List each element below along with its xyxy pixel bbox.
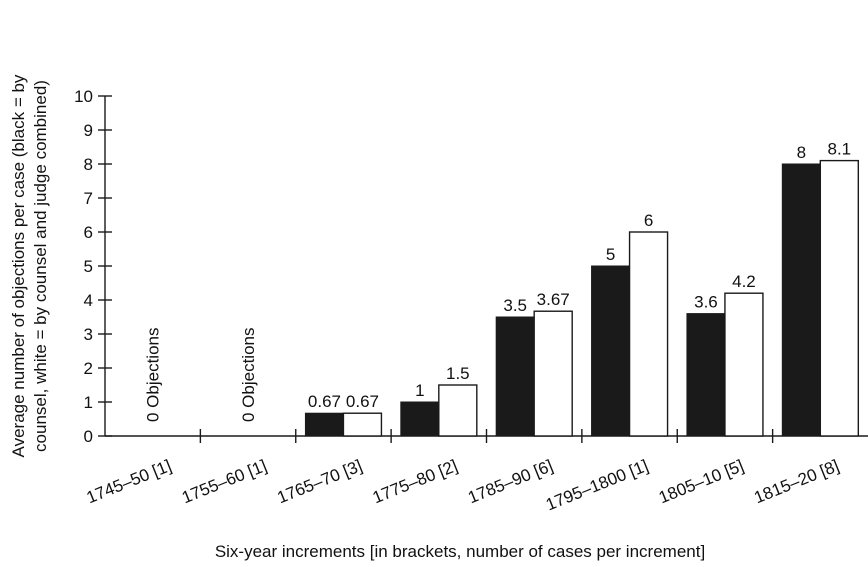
bar-counsel-and-judge	[628, 231, 669, 437]
y-tick-label: 10	[74, 87, 93, 106]
y-tick-label: 8	[84, 155, 93, 174]
bar-value-label: 1.5	[446, 364, 470, 383]
bar-value-label: 6	[644, 211, 653, 230]
y-axis-title-line-2: counsel, white = by counsel and judge co…	[31, 80, 50, 452]
bar-value-label: 8.1	[827, 140, 851, 159]
bar-counsel-and-judge	[342, 412, 383, 437]
bar-counsel	[495, 316, 535, 437]
bar-value-label: 4.2	[732, 272, 756, 291]
bar-counsel	[686, 313, 726, 437]
bar-value-label: 5	[606, 245, 615, 264]
bar-counsel	[591, 265, 631, 437]
bar-value-label: 3.5	[503, 296, 527, 315]
bar-value-label: 3.6	[694, 293, 718, 312]
bar-counsel	[304, 412, 344, 437]
y-axis-title-line-1: Average number of objections per case (b…	[9, 74, 28, 457]
y-ticks: 0 1 2 3 4 5 6 7 8 9 10	[74, 87, 112, 446]
y-tick-label: 4	[84, 291, 93, 310]
y-tick-label: 5	[84, 257, 93, 276]
x-category-label: 1775–80 [2]	[370, 456, 460, 507]
bar-counsel-and-judge	[533, 310, 573, 437]
x-category-label: 1745–50 [1]	[84, 456, 174, 507]
bar-value-label: 3.67	[537, 290, 570, 309]
bar-counsel-and-judge	[724, 292, 764, 437]
x-axis-title: Six-year increments [in brackets, number…	[215, 542, 705, 561]
bar-value-label: 8	[797, 143, 806, 162]
bar-counsel-and-judge	[819, 159, 860, 437]
y-tick-label: 9	[84, 121, 93, 140]
y-tick-label: 0	[84, 427, 93, 446]
x-category-label: 1795–1800 [1]	[543, 456, 651, 514]
y-tick-label: 2	[84, 359, 93, 378]
bars	[304, 159, 860, 437]
y-axis-title: Average number of objections per case (b…	[9, 74, 50, 457]
x-category-label: 1805–10 [5]	[656, 456, 746, 507]
y-tick-label: 3	[84, 325, 93, 344]
y-tick-label: 7	[84, 189, 93, 208]
zero-objections-annotation: 0 Objections	[239, 328, 258, 423]
x-category-label: 1755–60 [1]	[179, 456, 269, 507]
y-tick-label: 1	[84, 393, 93, 412]
bar-value-labels: 0.67 0.67 1 1.5 3.5 3.67 5 6 3.6 4.2 8 8.1 0 Objecti…	[144, 140, 851, 422]
bar-value-label: 0.67	[346, 392, 379, 411]
bar-value-label: 0.67	[308, 392, 341, 411]
x-category-label: 1765–70 [3]	[275, 456, 365, 507]
x-ticks: 1745–50 [1] 1755–60 [1] 1765–70 [3] 1775–80…	[84, 429, 842, 514]
zero-objections-annotation: 0 Objections	[144, 328, 163, 423]
x-category-label: 1815–20 [8]	[751, 456, 841, 507]
bar-counsel	[400, 401, 440, 437]
y-tick-label: 6	[84, 223, 93, 242]
bar-value-label: 1	[415, 381, 424, 400]
x-category-label: 1785–90 [6]	[465, 456, 555, 507]
bar-counsel	[781, 163, 821, 437]
bar-counsel-and-judge	[438, 384, 478, 437]
